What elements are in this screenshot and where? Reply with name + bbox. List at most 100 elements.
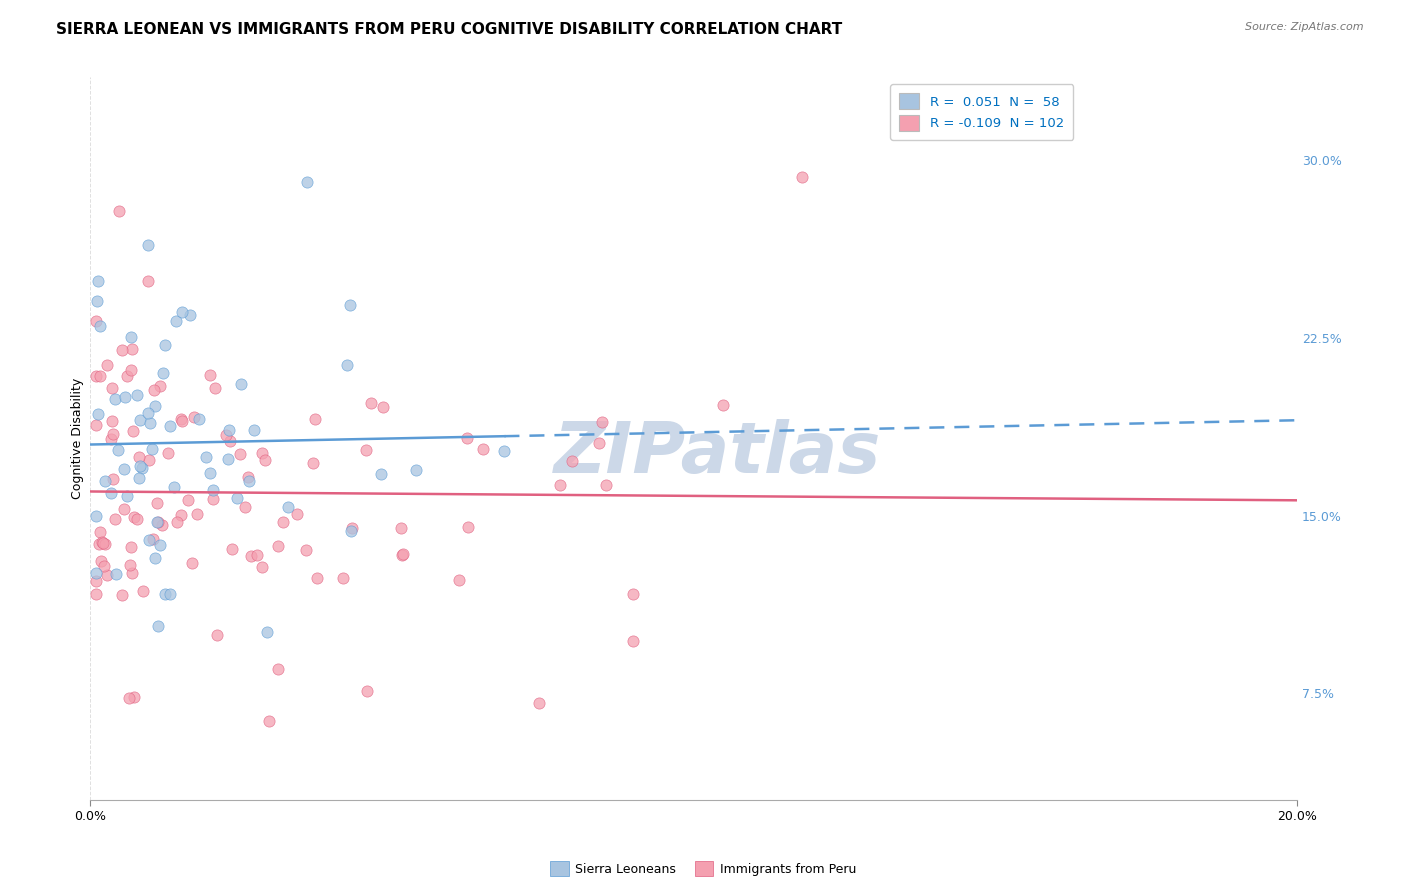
Point — [225, 491, 247, 506]
Point — [143, 400, 166, 414]
Point — [96, 567, 118, 582]
Legend: R =  0.051  N =  58, R = -0.109  N = 102: R = 0.051 N = 58, R = -0.109 N = 102 — [890, 84, 1073, 140]
Point — [138, 453, 160, 467]
Point — [246, 548, 269, 562]
Point — [115, 489, 138, 503]
Point — [218, 434, 240, 449]
Point — [129, 413, 152, 427]
Point — [84, 314, 107, 328]
Point — [120, 363, 142, 377]
Point — [548, 477, 571, 491]
Point — [591, 415, 613, 429]
Point — [112, 501, 135, 516]
Point — [139, 416, 162, 430]
Point — [257, 714, 280, 729]
Point — [159, 587, 181, 601]
Point — [101, 426, 124, 441]
Point — [238, 469, 260, 483]
Point — [111, 343, 134, 357]
Point — [148, 515, 170, 529]
Point — [149, 379, 172, 393]
Point — [89, 524, 111, 539]
Point — [229, 447, 252, 461]
Point — [172, 305, 194, 319]
Point — [96, 359, 118, 373]
Point — [267, 662, 290, 676]
Point — [100, 432, 122, 446]
Point — [790, 169, 813, 184]
Legend: Sierra Leoneans, Immigrants from Peru: Sierra Leoneans, Immigrants from Peru — [546, 856, 860, 881]
Point — [138, 533, 160, 548]
Point — [198, 467, 221, 481]
Point — [354, 442, 377, 457]
Point — [405, 463, 427, 477]
Point — [129, 459, 152, 474]
Point — [128, 450, 150, 464]
Point — [166, 515, 188, 529]
Point — [145, 515, 167, 529]
Point — [127, 512, 149, 526]
Text: ZIPatlas: ZIPatlas — [554, 418, 882, 488]
Point — [595, 478, 617, 492]
Point — [93, 559, 115, 574]
Point — [180, 556, 202, 570]
Point — [100, 486, 122, 500]
Point — [266, 539, 288, 553]
Point — [143, 550, 166, 565]
Point — [240, 549, 263, 563]
Point — [389, 521, 412, 535]
Point — [136, 274, 159, 288]
Point — [91, 536, 114, 550]
Point — [229, 376, 252, 391]
Point — [447, 573, 470, 587]
Point — [711, 399, 734, 413]
Point — [276, 500, 298, 514]
Point — [103, 473, 125, 487]
Point — [84, 566, 107, 581]
Y-axis label: Cognitive Disability: Cognitive Disability — [72, 378, 84, 500]
Point — [152, 366, 174, 380]
Point — [186, 507, 208, 521]
Point — [621, 587, 644, 601]
Point — [457, 520, 479, 534]
Point — [215, 428, 238, 442]
Point — [163, 479, 186, 493]
Point — [391, 548, 413, 562]
Point — [101, 414, 124, 428]
Point — [170, 412, 193, 426]
Point — [121, 424, 143, 438]
Point — [104, 392, 127, 406]
Point — [131, 461, 153, 475]
Point — [90, 554, 112, 568]
Point — [114, 390, 136, 404]
Point — [471, 442, 494, 456]
Point — [271, 515, 294, 529]
Point — [561, 454, 583, 468]
Point — [87, 537, 110, 551]
Point — [188, 411, 211, 425]
Point — [195, 450, 218, 464]
Point — [107, 443, 129, 458]
Point — [121, 566, 143, 580]
Point — [153, 338, 176, 352]
Point — [202, 483, 225, 497]
Point — [494, 444, 516, 458]
Point — [108, 203, 131, 218]
Point — [179, 308, 201, 322]
Point — [149, 538, 172, 552]
Point — [165, 314, 187, 328]
Point — [217, 452, 239, 467]
Point — [340, 521, 363, 535]
Point — [456, 431, 478, 445]
Point — [122, 510, 145, 524]
Point — [112, 462, 135, 476]
Point — [94, 475, 117, 489]
Point — [360, 396, 382, 410]
Point — [588, 436, 610, 450]
Point — [172, 414, 194, 428]
Point — [84, 368, 107, 383]
Point — [621, 634, 644, 648]
Point — [170, 508, 193, 522]
Point — [243, 423, 266, 437]
Point — [157, 446, 180, 460]
